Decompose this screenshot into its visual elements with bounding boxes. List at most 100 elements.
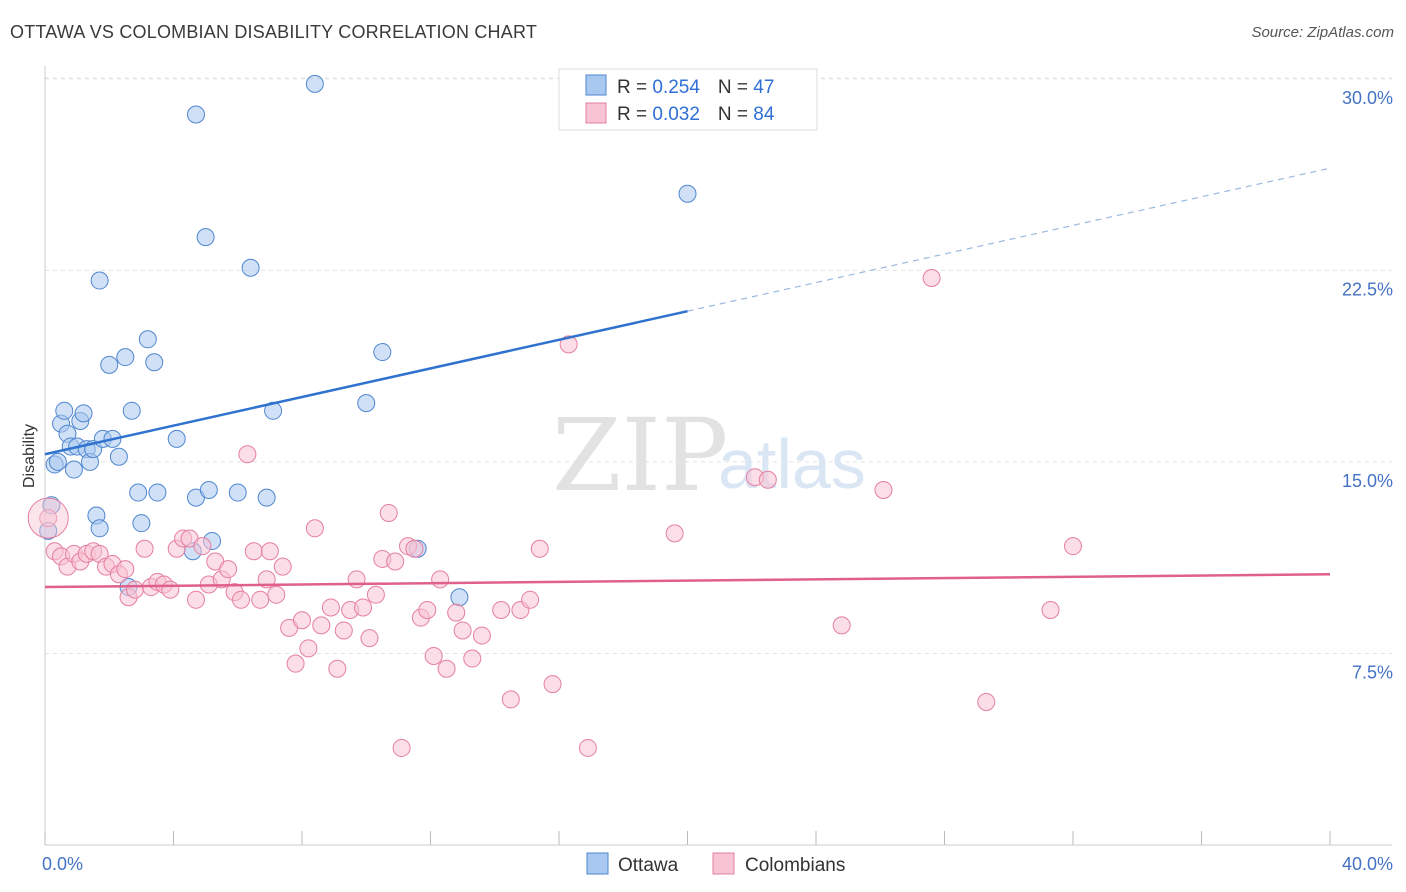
colombians-point-77 — [758, 470, 777, 489]
legend-swatch-ottawa — [585, 74, 607, 96]
ottawa-point-11 — [74, 404, 93, 423]
series-legend-label-ottawa: Ottawa — [618, 855, 679, 876]
ottawa-point-22 — [90, 271, 109, 290]
colombians-point-19 — [161, 580, 180, 599]
colombians-point-43 — [312, 616, 331, 635]
data-points — [27, 74, 1082, 757]
legend-n-label-1: N = — [718, 77, 753, 98]
colombians-point-41 — [299, 639, 318, 658]
colombians-point-73 — [559, 335, 578, 354]
legend-row-1: R = 0.254 N = 47 — [617, 77, 774, 98]
colombians-point-64 — [453, 621, 472, 640]
colombians-point-32 — [244, 542, 263, 561]
colombians-point-24 — [193, 537, 212, 556]
colombians-point-71 — [530, 539, 549, 558]
ottawa-point-40 — [305, 74, 324, 93]
watermark-zip: ZIP — [552, 397, 728, 514]
legend-r-value-1: 0.254 — [652, 77, 700, 98]
ottawa-point-16 — [90, 519, 109, 538]
ottawa-point-25 — [132, 514, 151, 533]
ottawa-point-44 — [450, 588, 469, 607]
colombians-point-59 — [418, 601, 437, 620]
colombians-point-63 — [447, 603, 466, 622]
series-legend-swatch-colombians — [712, 852, 735, 875]
colombians-point-65 — [463, 649, 482, 668]
stats-legend: R = 0.254 N = 47 R = 0.032 N = 84 — [558, 68, 818, 131]
legend-n-value-1: 47 — [753, 77, 774, 98]
series-legend-label-colombians: Colombians — [745, 855, 845, 876]
y-tick-label-0: 7.5% — [1352, 662, 1393, 682]
ottawa-point-5 — [55, 401, 74, 420]
colombians-point-0 — [39, 509, 58, 528]
ottawa-point-42 — [373, 343, 392, 362]
ottawa-point-41 — [357, 394, 376, 413]
colombians-point-55 — [392, 738, 411, 757]
ottawa-point-35 — [196, 228, 215, 247]
series-legend: Ottawa Colombians — [586, 852, 845, 876]
legend-r-label-1: R = — [617, 77, 652, 98]
colombians-point-49 — [354, 598, 373, 617]
colombians-point-83 — [1064, 537, 1082, 556]
colombians-point-37 — [273, 557, 292, 576]
y-tick-label-2: 22.5% — [1342, 279, 1393, 299]
y-tick-labels: 7.5% 15.0% 22.5% 30.0% — [1342, 88, 1393, 683]
colombians-point-35 — [260, 542, 279, 561]
colombians-point-54 — [386, 552, 405, 571]
chart-title: OTTAWA VS COLOMBIAN DISABILITY CORRELATI… — [10, 22, 538, 42]
colombians-point-44 — [321, 598, 340, 617]
colombians-point-75 — [665, 524, 684, 543]
ottawa-point-3 — [48, 452, 67, 471]
colombians-point-62 — [437, 659, 456, 678]
colombians-point-81 — [977, 692, 996, 711]
ottawa-point-8 — [64, 460, 83, 479]
ottawa-point-27 — [145, 353, 164, 372]
colombians-point-46 — [334, 621, 353, 640]
ottawa-trend-extension — [687, 167, 1331, 312]
ottawa-point-26 — [138, 330, 157, 349]
colombians-point-42 — [305, 519, 324, 538]
x-tick-label-0: 0.0% — [42, 854, 83, 874]
colombians-point-82 — [1041, 601, 1060, 620]
colombians-point-60 — [424, 646, 443, 665]
ottawa-point-45 — [678, 184, 697, 203]
legend-r-value-2: 0.032 — [652, 104, 700, 125]
ottawa-point-28 — [148, 483, 167, 502]
y-tick-label-1: 15.0% — [1342, 471, 1393, 491]
x-tick-labels: 0.0% 40.0% — [42, 854, 1393, 874]
ottawa-point-32 — [199, 480, 218, 499]
colombians-point-23 — [186, 590, 205, 609]
colombians-point-74 — [578, 738, 597, 757]
colombians-point-79 — [874, 480, 893, 499]
trend-lines — [44, 167, 1331, 589]
grid-lines — [45, 77, 1392, 654]
colombians-point-72 — [543, 675, 562, 694]
ottawa-point-19 — [109, 447, 128, 466]
colombians-point-53 — [379, 503, 398, 522]
colombians-trend-line — [44, 573, 1331, 589]
ottawa-point-23 — [122, 401, 141, 420]
colombians-point-78 — [832, 616, 851, 635]
colombians-point-30 — [231, 590, 250, 609]
colombians-point-12 — [116, 560, 135, 579]
ottawa-point-36 — [228, 483, 247, 502]
ottawa-point-38 — [257, 488, 276, 507]
colombians-point-28 — [219, 560, 238, 579]
ottawa-point-37 — [241, 258, 260, 277]
watermark-atlas: atlas — [718, 425, 866, 503]
colombians-point-80 — [922, 268, 941, 287]
axes — [44, 66, 1392, 846]
series-legend-swatch-ottawa — [586, 852, 609, 875]
colombians-point-14 — [125, 580, 144, 599]
ottawa-point-24 — [129, 483, 148, 502]
legend-swatch-colombians — [585, 102, 607, 124]
legend-r-label-2: R = — [617, 104, 652, 125]
ottawa-point-29 — [167, 429, 186, 448]
ottawa-point-34 — [186, 105, 205, 124]
colombians-point-39 — [286, 654, 305, 673]
chart-source: Source: ZipAtlas.com — [1251, 24, 1394, 41]
colombians-point-61 — [431, 570, 450, 589]
colombians-point-50 — [360, 629, 379, 648]
x-tick-label-1: 40.0% — [1342, 854, 1393, 874]
colombians-point-33 — [251, 590, 270, 609]
